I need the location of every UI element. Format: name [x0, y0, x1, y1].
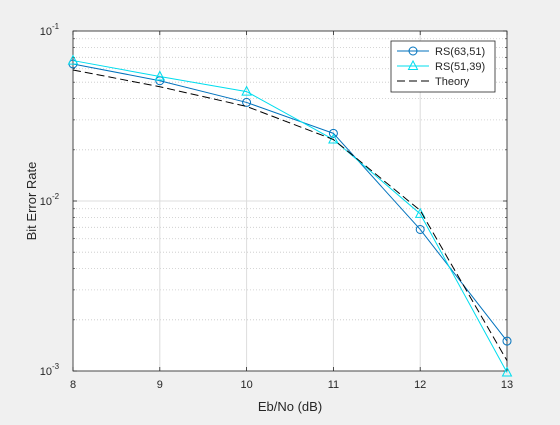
x-tick-label: 11 — [328, 379, 339, 391]
x-tick-label: 12 — [414, 379, 426, 391]
legend-label-rs-63-51: RS(63,51) — [435, 46, 485, 58]
x-axis-label: Eb/No (dB) — [258, 399, 322, 414]
legend-label-rs-51-39: RS(51,39) — [435, 61, 485, 73]
x-tick-label: 8 — [70, 379, 76, 391]
data-point-rs-51-39 — [241, 85, 252, 96]
y-tick-label-exponent: -1 — [52, 22, 60, 31]
series-line-rs-63-51 — [72, 63, 508, 342]
data-point-rs-51-39 — [67, 54, 79, 65]
y-tick-label-exponent: -2 — [52, 192, 60, 201]
series-line-rs-51-39 — [72, 60, 508, 373]
y-tick-label: 10 — [40, 26, 52, 38]
legend-label-theory: Theory — [435, 76, 470, 88]
data-point-rs-51-39 — [414, 207, 426, 218]
y-tick-label-exponent: -3 — [52, 362, 60, 371]
data-point-rs-63-51 — [502, 336, 512, 346]
legend-marker-rs-51-39 — [407, 59, 419, 70]
data-point-rs-63-51 — [242, 97, 252, 107]
legend: RS(63,51) RS(51,39) Theory — [390, 40, 496, 93]
data-point-rs-63-51 — [328, 128, 338, 138]
y-tick-label: 10 — [40, 366, 52, 378]
y-axis-label: Bit Error Rate — [24, 162, 39, 241]
data-point-rs-51-39 — [154, 70, 166, 81]
x-tick-label: 9 — [157, 379, 163, 391]
series-layer — [67, 54, 513, 377]
y-tick-label: 10 — [40, 196, 52, 208]
x-tick-label: 10 — [240, 379, 252, 391]
series-line-theory — [72, 69, 508, 361]
data-point-rs-63-51 — [415, 224, 425, 234]
x-tick-label: 13 — [501, 379, 513, 391]
legend-marker-rs-63-51 — [408, 46, 418, 56]
data-point-rs-51-39 — [501, 366, 513, 377]
